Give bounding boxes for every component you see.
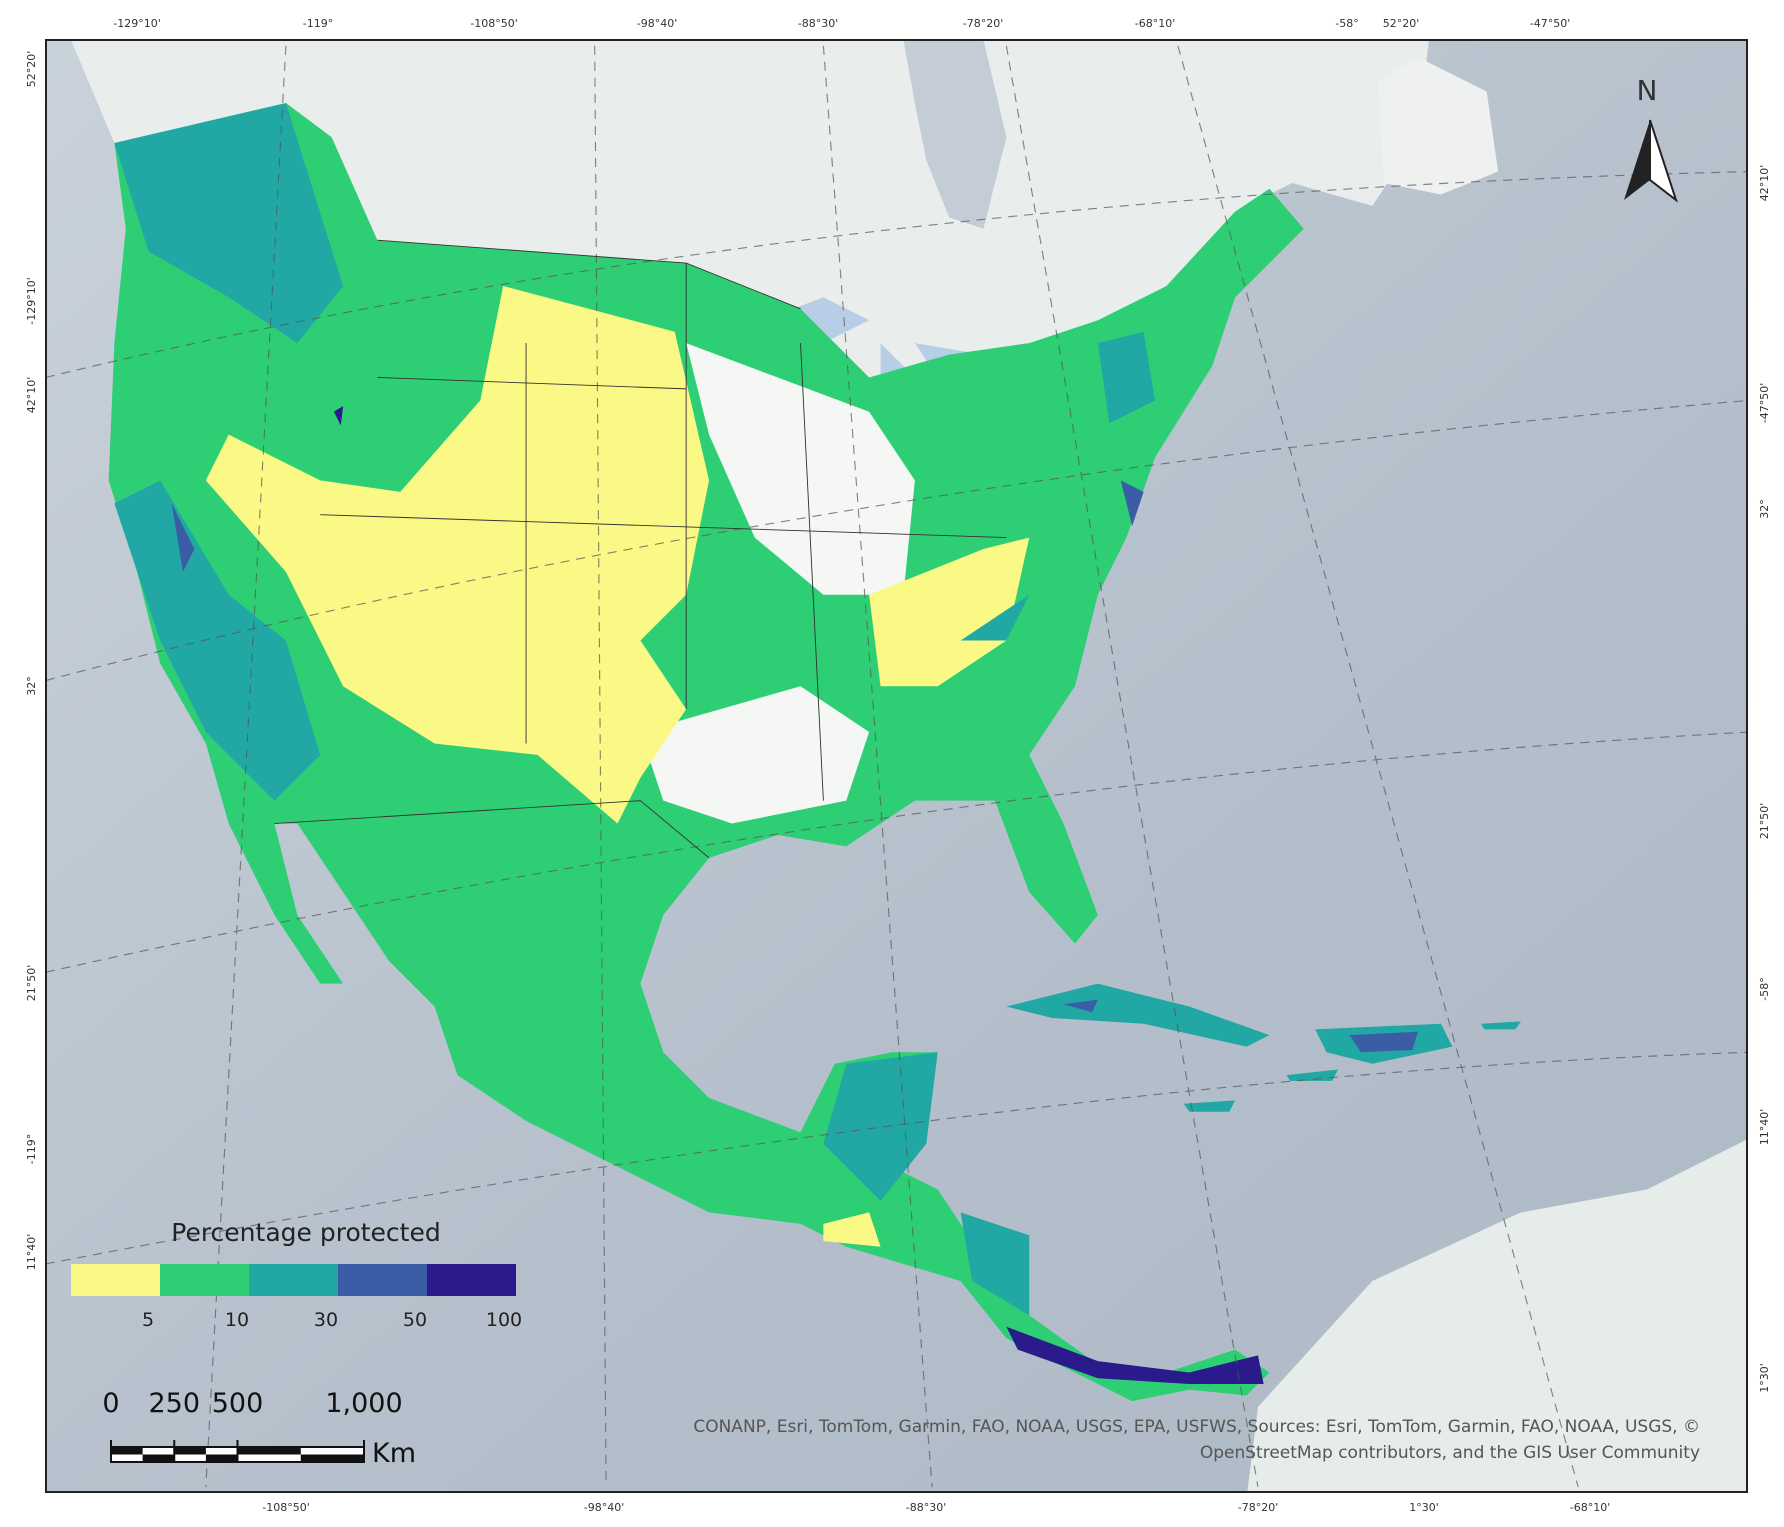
- graticule-label: -129°10': [25, 277, 38, 325]
- land-yellow: [205, 285, 1030, 1247]
- arrow-left: [1624, 120, 1650, 200]
- legend-break-label: 30: [314, 1309, 338, 1331]
- graticule-label: -47°50': [1758, 383, 1771, 424]
- legend: Percentage protected 5 10 30 50 100: [71, 1218, 522, 1331]
- legend-swatch: [427, 1264, 516, 1296]
- scale-bar: 0 250 500 1,000 Km: [102, 1388, 416, 1469]
- scale-label: 1,000: [325, 1388, 402, 1419]
- graticule-label: 52°20': [1383, 17, 1420, 30]
- scale-label: 0: [102, 1388, 119, 1419]
- legend-break-label: 10: [225, 1309, 249, 1331]
- graticule-label: -98°40': [584, 1501, 625, 1514]
- land-teal: [114, 102, 1156, 1316]
- map-body: [46, 40, 1747, 1492]
- graticule-label: -78°20': [963, 17, 1004, 30]
- graticule-label: -58°: [1758, 977, 1771, 1000]
- hispaniola-core: [1063, 999, 1419, 1053]
- land-white-midwest: [640, 343, 915, 824]
- graticule-label: -108°50': [262, 1501, 310, 1514]
- legend-swatch: [71, 1264, 160, 1296]
- borders: [274, 239, 1007, 859]
- graticule-label: -68°10': [1570, 1501, 1611, 1514]
- scale-unit: Km: [372, 1438, 416, 1469]
- graticule-label: 21°50': [1758, 803, 1771, 840]
- graticule-label: 32°: [1758, 499, 1771, 519]
- legend-break-label: 5: [142, 1309, 154, 1331]
- legend-break-label: 100: [486, 1309, 522, 1331]
- scale-segment: [111, 1447, 143, 1455]
- graticule-label: 21°50': [25, 965, 38, 1002]
- graticule-label: 42°10': [1758, 165, 1771, 202]
- scale-segment: [142, 1454, 175, 1462]
- attribution: CONANP, Esri, TomTom, Garmin, FAO, NOAA,…: [693, 1417, 1700, 1463]
- scale-label: 500: [212, 1388, 264, 1419]
- scale-segment: [300, 1454, 364, 1462]
- graticule-label: 52°20': [25, 51, 38, 88]
- canada-land: [71, 40, 1429, 378]
- hudson-bay: [903, 40, 1007, 229]
- graticule-label: 1°30': [1409, 1501, 1439, 1514]
- legend-swatch: [338, 1264, 427, 1296]
- greenland-newfoundland: [1378, 57, 1499, 195]
- attribution-line: CONANP, Esri, TomTom, Garmin, FAO, NOAA,…: [693, 1417, 1700, 1437]
- graticule-labels: -129°10' -119° -108°50' -98°40' -88°30' -78°2…: [25, 17, 1771, 1514]
- attribution-line: OpenStreetMap contributors, and the GIS …: [1200, 1443, 1700, 1463]
- graticule-label: -119°: [25, 1134, 38, 1164]
- graticule-label: -88°30': [798, 17, 839, 30]
- legend-swatch: [160, 1264, 249, 1296]
- graticule-label: 32°: [25, 676, 38, 696]
- graticule-label: -58°: [1335, 17, 1358, 30]
- graticule-label: -119°: [303, 17, 333, 30]
- graticule-label: -78°20': [1238, 1501, 1279, 1514]
- graticule-label: 1°30': [1758, 1363, 1771, 1393]
- legend-break-label: 50: [403, 1309, 427, 1331]
- graticule-label: -88°30': [906, 1501, 947, 1514]
- south-america: [1247, 1139, 1747, 1492]
- scale-segment: [237, 1447, 301, 1455]
- north-label: N: [1637, 74, 1658, 107]
- graticule-label: 11°40': [25, 1234, 38, 1271]
- graticule-lines: [46, 45, 1747, 1488]
- graticule-label: 42°10': [25, 377, 38, 414]
- legend-swatch: [249, 1264, 338, 1296]
- graticule-label: -129°10': [113, 17, 161, 30]
- north-arrow: N: [1624, 74, 1678, 203]
- caribbean-islands: [1006, 983, 1521, 1112]
- graticule-label: -68°10': [1135, 17, 1176, 30]
- scale-segment: [174, 1447, 206, 1455]
- map-frame: [45, 39, 1748, 1493]
- graticule-label: -98°40': [637, 17, 678, 30]
- arrow-right: [1649, 119, 1678, 203]
- graticule-label: 11°40': [1758, 1109, 1771, 1146]
- graticule-label: -108°50': [470, 17, 518, 30]
- legend-title: Percentage protected: [171, 1218, 440, 1247]
- scale-segment: [205, 1454, 238, 1462]
- scale-label: 250: [148, 1388, 200, 1419]
- graticule-label: -47°50': [1530, 17, 1571, 30]
